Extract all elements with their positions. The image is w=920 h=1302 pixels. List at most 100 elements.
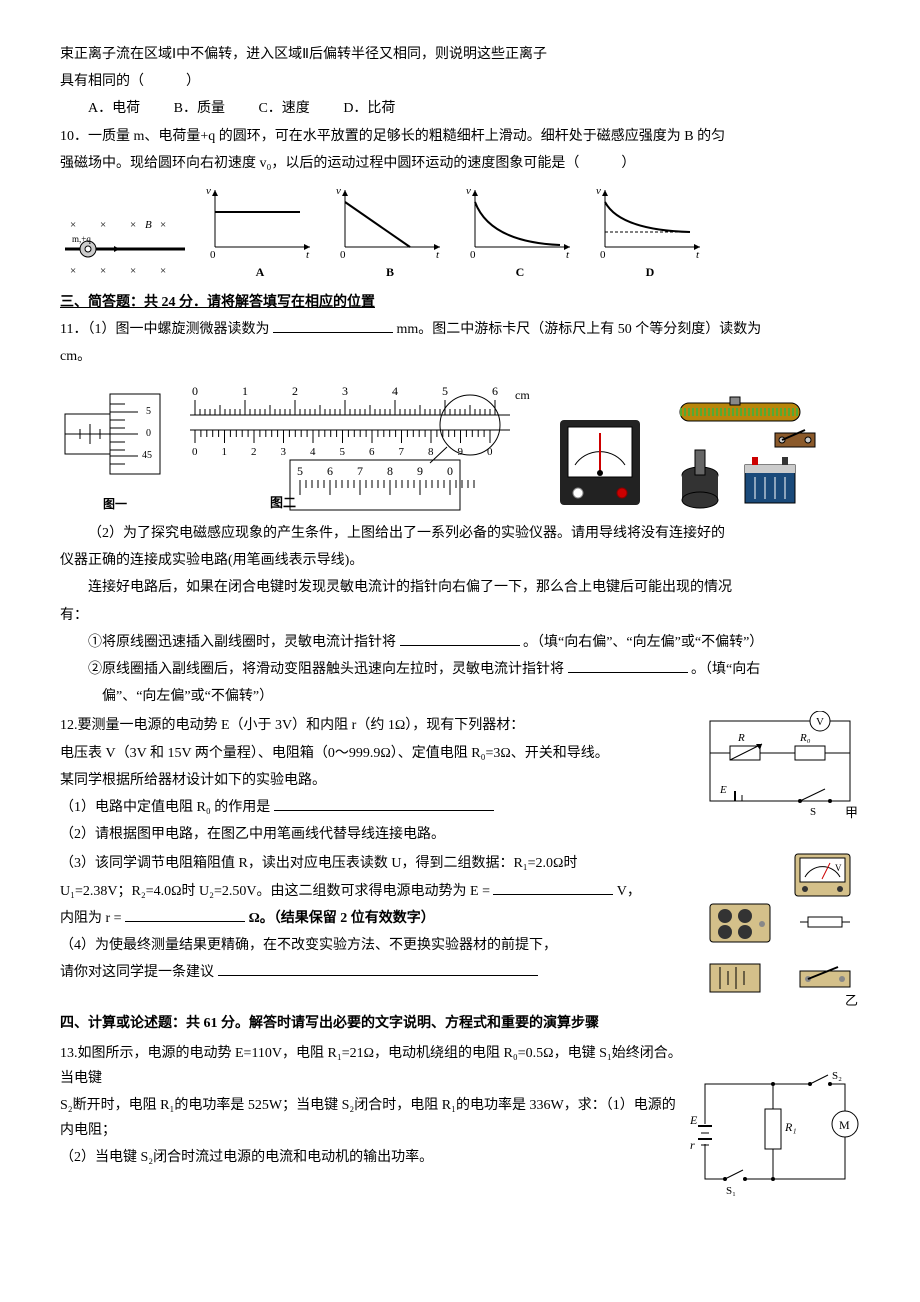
q11-i2a: ②原线圈插入副线圈后，将滑动变阻器触头迅速向左拉时，灵敏电流计指针将: [88, 662, 564, 677]
q11-galvanometer: [550, 405, 650, 515]
q10-graph-C: v t 0 C: [460, 182, 580, 284]
q11-i1: ①将原线圈迅速插入副线圈时，灵敏电流计指针将 。（填“向右偏”、“向左偏”或“不…: [60, 630, 860, 655]
svg-text:5: 5: [297, 464, 303, 478]
svg-text:v: v: [336, 185, 341, 197]
svg-text:m,+q: m,+q: [72, 234, 91, 244]
svg-text:v: v: [466, 185, 471, 197]
q13-circuit: E r R₁ S₂ M S₁: [690, 1069, 860, 1199]
svg-text:v: v: [596, 185, 601, 197]
svg-text:×: ×: [160, 219, 166, 231]
svg-text:1: 1: [222, 446, 228, 458]
q11-p2b: 仪器正确的连接成实验电路(用笔画线表示导线)。: [60, 548, 860, 573]
svg-text:B: B: [145, 219, 152, 231]
q9-optA: A．电荷: [88, 101, 140, 116]
section3-heading: 三、简答题：共 24 分．请将解答填写在相应的位置: [60, 290, 860, 315]
svg-text:R₀: R₀: [799, 732, 811, 744]
q10-label-C: C: [516, 262, 525, 284]
q9-optC: C．速度: [258, 101, 309, 116]
q11-figs: 5 0 45 图一 0123456 cm 01234567890: [60, 375, 860, 515]
q9-options: A．电荷 B．质量 C．速度 D．比荷: [60, 96, 860, 121]
q11-i1b: 。（填“向右偏”、“向左偏”或“不偏转”）: [523, 635, 763, 650]
q12-l7a: 内阻为 r =: [60, 911, 122, 926]
svg-text:S₁: S₁: [726, 1185, 736, 1197]
svg-text:6: 6: [492, 384, 498, 398]
svg-text:r: r: [690, 1138, 695, 1152]
svg-text:cm: cm: [515, 388, 530, 402]
q10-graph-B: v t 0 B: [330, 182, 450, 284]
svg-text:0: 0: [192, 384, 198, 398]
q9-line2: 具有相同的（ ）: [60, 69, 860, 94]
q12-l6b: U₁=2.38V；R₂=4.0Ω时 U₂=2.50V。由这二组数可求得电源电动势…: [60, 884, 490, 899]
q11-micrometer: 5 0 45 图一: [60, 384, 170, 516]
svg-text:v: v: [206, 185, 211, 197]
q12-E-blank: [493, 880, 613, 895]
svg-text:1: 1: [242, 384, 248, 398]
svg-text:×: ×: [160, 265, 166, 277]
svg-text:4: 4: [310, 446, 316, 458]
q11-p3b: 有：: [60, 603, 860, 628]
q11-i2b: 。（填“向右: [691, 662, 760, 677]
q11-p2a: （2）为了探究电磁感应现象的产生条件，上图给出了一系列必备的实验仪器。请用导线将…: [60, 521, 860, 546]
q10-graph-D: v t 0 D: [590, 182, 710, 284]
svg-text:7: 7: [399, 446, 405, 458]
q10-label-B: B: [386, 262, 394, 284]
q11-blank-mm: [273, 318, 393, 333]
svg-text:3: 3: [281, 446, 287, 458]
svg-text:×: ×: [100, 219, 106, 231]
q11-p1a: 11．（1）图一中螺旋测微器读数为: [60, 322, 269, 337]
svg-text:t: t: [436, 249, 440, 261]
svg-text:V: V: [835, 863, 842, 873]
q10-stem2: 强磁场中。现给圆环向右初速度 v₀，以后的运动过程中圆环运动的速度图象可能是（ …: [60, 151, 860, 176]
svg-text:8: 8: [387, 464, 393, 478]
q11-i1-blank: [400, 631, 520, 646]
svg-text:0: 0: [340, 249, 346, 261]
svg-text:S: S: [810, 806, 816, 818]
q11-caliper: 0123456 cm 01234567890 567890 图二: [180, 375, 540, 515]
svg-text:45: 45: [142, 450, 152, 461]
svg-text:9: 9: [458, 446, 464, 458]
q11-p3a: 连接好电路后，如果在闭合电键时发现灵敏电流计的指针向右偏了一下，那么合上电键后可…: [60, 575, 860, 600]
svg-text:0: 0: [470, 249, 476, 261]
svg-text:E: E: [719, 784, 727, 796]
svg-text:0: 0: [146, 428, 151, 439]
svg-text:×: ×: [130, 219, 136, 231]
svg-text:8: 8: [428, 446, 434, 458]
svg-text:0: 0: [447, 464, 453, 478]
q10-stem1: 10．一质量 m、电荷量+q 的圆环，可在水平放置的足够长的粗糙细杆上滑动。细杆…: [60, 124, 860, 149]
q11-fig1-label: 图一: [103, 494, 127, 516]
q12-suggest-blank: [218, 961, 538, 976]
q9-optB: B．质量: [174, 101, 225, 116]
svg-text:0: 0: [192, 446, 198, 458]
q12-r-blank: [125, 907, 245, 922]
svg-text:9: 9: [417, 464, 423, 478]
svg-text:×: ×: [70, 265, 76, 277]
svg-text:0: 0: [210, 249, 216, 261]
svg-text:2: 2: [292, 384, 298, 398]
svg-text:乙: 乙: [845, 993, 858, 1008]
q12-l6c: V，: [617, 884, 641, 899]
svg-text:E: E: [690, 1113, 698, 1127]
svg-text:2: 2: [251, 446, 257, 458]
svg-text:0: 0: [600, 249, 606, 261]
q12-circuit-yi: V 乙: [700, 849, 860, 1009]
svg-text:图二: 图二: [270, 495, 296, 510]
q9-optD: D．比荷: [343, 101, 395, 116]
q11-i2: ②原线圈插入副线圈后，将滑动变阻器触头迅速向左拉时，灵敏电流计指针将 。（填“向…: [60, 657, 860, 682]
q10-graph-A: v t 0 A: [200, 182, 320, 284]
svg-text:R₁: R₁: [784, 1120, 797, 1134]
svg-text:7: 7: [357, 464, 363, 478]
svg-text:t: t: [696, 249, 700, 261]
svg-text:×: ×: [70, 219, 76, 231]
q11-i2-blank: [568, 658, 688, 673]
svg-text:3: 3: [342, 384, 348, 398]
svg-text:t: t: [306, 249, 310, 261]
q10-figs: × × × B × × × × × m,+q v t 0: [60, 182, 860, 284]
svg-text:6: 6: [327, 464, 333, 478]
q11-p1: 11．（1）图一中螺旋测微器读数为 mm。图二中游标卡尺（游标尺上有 50 个等…: [60, 317, 860, 342]
svg-text:5: 5: [442, 384, 448, 398]
q12-l4: （1）电路中定值电阻 R₀ 的作用是: [60, 800, 270, 815]
q12-circuit-jia: V R R₀ E S 甲: [700, 711, 860, 821]
q10-label-A: A: [256, 262, 265, 284]
section4-heading: 四、计算或论述题：共 61 分。解答时请写出必要的文字说明、方程式和重要的演算步…: [60, 1011, 860, 1036]
svg-text:t: t: [566, 249, 570, 261]
